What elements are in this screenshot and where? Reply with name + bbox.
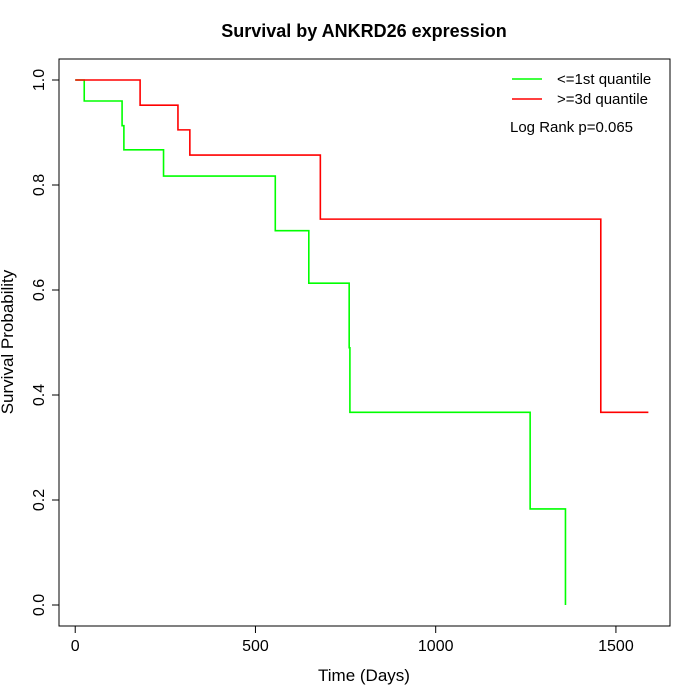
x-tick-label: 500 (242, 638, 269, 655)
y-axis-label: Survival Probability (0, 269, 17, 414)
y-tick-label: 0.4 (31, 384, 48, 406)
y-tick-label: 0.8 (31, 174, 48, 196)
y-tick-label: 0.2 (31, 489, 48, 511)
x-axis: 0 500 1000 1500 (71, 626, 634, 655)
survival-curves (75, 79, 649, 605)
y-tick-label: 0.6 (31, 279, 48, 301)
log-rank-annotation: Log Rank p=0.065 (510, 119, 633, 136)
chart-title: Survival by ANKRD26 expression (221, 21, 506, 41)
y-axis: 0.0 0.2 0.4 0.6 0.8 1.0 (31, 69, 59, 616)
x-tick-label: 0 (71, 638, 80, 655)
plot-frame (58, 58, 671, 627)
y-tick-label: 0.0 (31, 594, 48, 616)
legend: <=1st quantile >=3d quantile (512, 71, 651, 108)
x-tick-label: 1500 (598, 638, 634, 655)
x-axis-label: Time (Days) (318, 666, 410, 685)
series-line-0 (75, 79, 567, 605)
y-tick-label: 1.0 (31, 69, 48, 91)
series-line-1 (75, 79, 649, 414)
legend-label-0: <=1st quantile (557, 71, 651, 88)
x-tick-label: 1000 (418, 638, 454, 655)
legend-label-1: >=3d quantile (557, 91, 648, 108)
